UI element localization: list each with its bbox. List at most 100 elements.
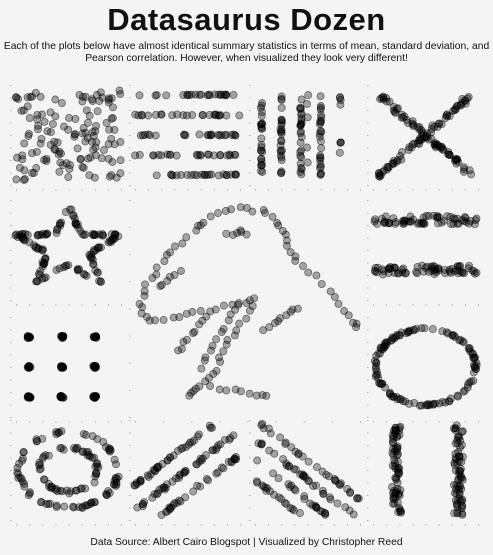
y-tick xyxy=(367,237,369,239)
x-tick xyxy=(360,421,361,423)
scatter-point xyxy=(78,163,87,171)
scatter-point xyxy=(262,391,271,400)
scatter-point xyxy=(81,137,90,146)
scatter-point xyxy=(257,440,266,449)
scatter-point xyxy=(32,147,41,156)
scatter-point xyxy=(57,427,66,436)
scatter-point xyxy=(470,220,479,229)
scatter-point xyxy=(20,479,29,488)
x-tick xyxy=(55,304,57,306)
x-tick xyxy=(161,189,163,191)
scatter-point xyxy=(212,366,221,375)
scatter-point xyxy=(316,118,325,127)
scatter-point xyxy=(207,346,215,355)
y-tick xyxy=(10,404,12,406)
scatter-point xyxy=(190,327,199,336)
y-tick xyxy=(10,262,12,264)
y-tick xyxy=(10,172,12,174)
scatter-point xyxy=(180,468,189,477)
scatter-point xyxy=(112,460,120,469)
scatter-point xyxy=(133,503,142,512)
scatter-point xyxy=(105,125,114,134)
scatter-point xyxy=(64,173,73,182)
scatter-point xyxy=(393,484,402,493)
y-tick xyxy=(10,367,12,368)
scatter-point xyxy=(15,459,24,468)
scatter-point xyxy=(189,487,198,496)
scatter-point xyxy=(270,449,279,458)
x-tick xyxy=(200,189,202,191)
y-tick xyxy=(129,482,131,484)
x-tick xyxy=(386,304,388,306)
scatter-point xyxy=(209,369,218,378)
scatter-point xyxy=(463,380,472,389)
scatter-point xyxy=(36,92,45,101)
scatter-panel-high_lines xyxy=(367,200,481,306)
scatter-point xyxy=(65,165,74,173)
x-tick xyxy=(303,421,305,423)
scatter-point xyxy=(188,438,197,447)
scatter-point xyxy=(371,263,380,272)
scatter-point xyxy=(157,281,166,289)
scatter-point xyxy=(222,386,231,395)
scatter-point xyxy=(73,265,82,274)
scatter-point xyxy=(161,508,170,516)
scatter-point xyxy=(388,434,397,443)
scatter-point xyxy=(204,131,213,140)
scatter-point xyxy=(293,304,302,313)
scatter-point xyxy=(38,229,47,238)
scatter-point xyxy=(216,357,225,366)
scatter-point xyxy=(243,204,251,212)
y-tick xyxy=(249,172,251,174)
scatter-point xyxy=(204,90,213,99)
scatter-point xyxy=(268,212,277,221)
scatter-point xyxy=(51,95,60,104)
scatter-point xyxy=(195,90,204,99)
x-tick xyxy=(55,524,57,526)
scatter-point xyxy=(90,230,99,239)
scatter-point xyxy=(316,132,324,141)
scatter-point xyxy=(393,478,402,487)
scatter-point xyxy=(163,150,172,159)
scatter-point xyxy=(187,171,196,180)
scatter-point xyxy=(335,480,344,489)
scatter-point xyxy=(135,300,144,308)
scatter-point xyxy=(456,466,465,475)
scatter-point xyxy=(188,308,197,316)
scatter-point xyxy=(14,95,23,103)
scatter-point xyxy=(169,313,178,322)
scatter-panel-wide_lines xyxy=(367,420,479,526)
y-tick xyxy=(10,237,12,239)
scatter-point xyxy=(154,150,163,159)
y-tick xyxy=(10,329,12,331)
scatter-point xyxy=(304,91,313,100)
scatter-point xyxy=(48,120,57,129)
scatter-point xyxy=(413,262,422,271)
scatter-point xyxy=(20,139,29,148)
scatter-point xyxy=(33,110,42,119)
y-tick xyxy=(10,135,12,136)
scatter-panel-circle xyxy=(367,317,481,423)
y-tick xyxy=(129,420,131,421)
y-tick xyxy=(129,389,131,391)
x-tick xyxy=(81,524,83,526)
scatter-point xyxy=(92,332,100,340)
scatter-point xyxy=(15,163,24,172)
x-tick xyxy=(200,524,202,526)
scatter-point xyxy=(25,489,34,498)
y-tick xyxy=(367,97,369,99)
scatter-point xyxy=(216,151,225,160)
scatter-point xyxy=(242,230,251,239)
y-tick xyxy=(10,287,12,289)
y-tick xyxy=(367,225,369,226)
scatter-point xyxy=(211,446,220,455)
scatter-point xyxy=(400,219,408,228)
scatter-point xyxy=(395,330,404,339)
scatter-point xyxy=(20,482,29,491)
scatter-point xyxy=(134,111,143,120)
scatter-point xyxy=(407,217,416,226)
scatter-point xyxy=(281,438,290,447)
x-tick xyxy=(464,524,466,526)
y-tick xyxy=(129,308,131,310)
scatter-point xyxy=(60,502,69,511)
